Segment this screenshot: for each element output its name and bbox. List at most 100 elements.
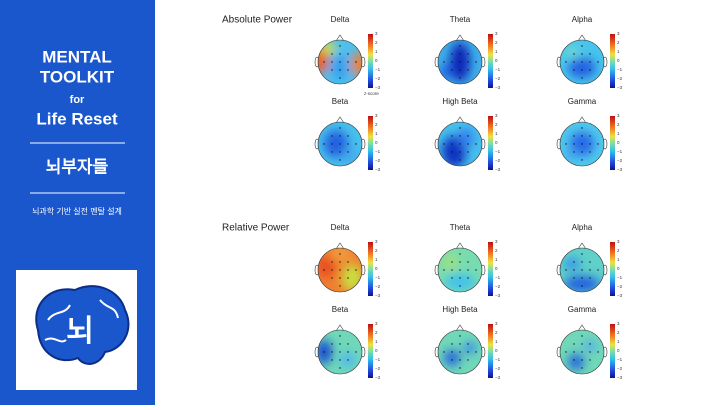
colorbar-tick: 1 [375, 339, 378, 344]
electrode [443, 269, 445, 271]
for: for [70, 94, 85, 106]
electrode [331, 343, 333, 345]
colorbar-tick: −2 [495, 158, 501, 163]
colorbar-tick: 1 [617, 257, 620, 262]
electrode [589, 135, 591, 137]
logo-text: 뇌 [66, 315, 94, 348]
electrode [573, 359, 575, 361]
colorbar-tick: −3 [495, 167, 501, 172]
blobs [564, 46, 596, 78]
topomap [434, 242, 486, 293]
electrode [339, 143, 341, 145]
nose [455, 34, 465, 42]
electrode [347, 143, 349, 145]
electrode [589, 53, 591, 55]
map-label: Beta [332, 305, 349, 314]
electrode [589, 69, 591, 71]
electrode [331, 277, 333, 279]
electrode [459, 69, 461, 71]
electrode [451, 151, 453, 153]
colorbar-tick: 3 [375, 113, 378, 118]
colorbar-tick: 2 [495, 122, 498, 127]
colorbar [488, 324, 493, 378]
topomap [314, 116, 366, 167]
blob [444, 350, 460, 366]
blob [564, 258, 580, 270]
electrode [355, 143, 357, 145]
blobs [444, 342, 476, 366]
electrode [347, 277, 349, 279]
brand: 뇌부자들 [46, 157, 109, 176]
colorbar-tick: −1 [495, 149, 501, 154]
blob [444, 274, 476, 290]
colorbar-tick: −1 [375, 149, 381, 154]
electrode [467, 269, 469, 271]
electrode [467, 359, 469, 361]
blob [351, 52, 362, 76]
colorbar-tick: 0 [617, 266, 620, 271]
electrode [581, 335, 583, 337]
electrode [581, 53, 583, 55]
map-label: Gamma [568, 305, 597, 314]
colorbar-tick: −1 [495, 357, 501, 362]
electrode [459, 277, 461, 279]
electrode [323, 351, 325, 353]
electrode [339, 53, 341, 55]
colorbar-tick: −2 [495, 76, 501, 81]
electrode [565, 61, 567, 63]
colorbar [610, 324, 615, 378]
topomap [556, 116, 608, 167]
electrode [347, 61, 349, 63]
head-outline [559, 329, 605, 375]
blob [442, 254, 458, 270]
map-label: Theta [450, 223, 471, 232]
colorbar-tick: 0 [375, 140, 378, 145]
colorbar [368, 242, 373, 296]
electrode [339, 277, 341, 279]
colorbar-tick: 2 [617, 248, 620, 253]
electrode [467, 343, 469, 345]
map-label: Gamma [568, 97, 597, 106]
blob [464, 342, 476, 354]
nose [455, 116, 465, 124]
electrode [331, 261, 333, 263]
colorbar-tick: 3 [495, 113, 498, 118]
electrode [339, 285, 341, 287]
electrode [581, 261, 583, 263]
electrode [459, 151, 461, 153]
logo-lines [44, 299, 119, 343]
head-outline [437, 121, 483, 167]
electrode [459, 45, 461, 47]
colorbar-tick: −2 [375, 366, 381, 371]
head-outline [437, 39, 483, 85]
colorbar-tick: −3 [375, 375, 381, 380]
topomap [434, 34, 486, 85]
electrode [581, 69, 583, 71]
map-label: Alpha [572, 223, 593, 232]
colorbar-tick: 2 [375, 330, 378, 335]
topomap [556, 242, 608, 293]
electrode [597, 61, 599, 63]
electrode [467, 351, 469, 353]
colorbar-tick: 0 [617, 348, 620, 353]
topomap [314, 242, 366, 293]
electrode [581, 285, 583, 287]
blob [584, 340, 596, 352]
electrode [347, 151, 349, 153]
colorbar-label: z-score [364, 91, 379, 96]
head-outline [317, 329, 363, 375]
electrode [573, 143, 575, 145]
electrode [475, 143, 477, 145]
colorbar-tick: −1 [617, 149, 623, 154]
colorbar-tick: −3 [375, 293, 381, 298]
colorbar-tick: 2 [375, 40, 378, 45]
colorbar-tick: 1 [617, 131, 620, 136]
blob [564, 46, 580, 58]
electrode [459, 135, 461, 137]
colorbar-tick: −2 [375, 158, 381, 163]
colorbar-tick: −1 [375, 275, 381, 280]
electrode [475, 351, 477, 353]
electrode [573, 277, 575, 279]
electrode [443, 351, 445, 353]
electrode [331, 269, 333, 271]
